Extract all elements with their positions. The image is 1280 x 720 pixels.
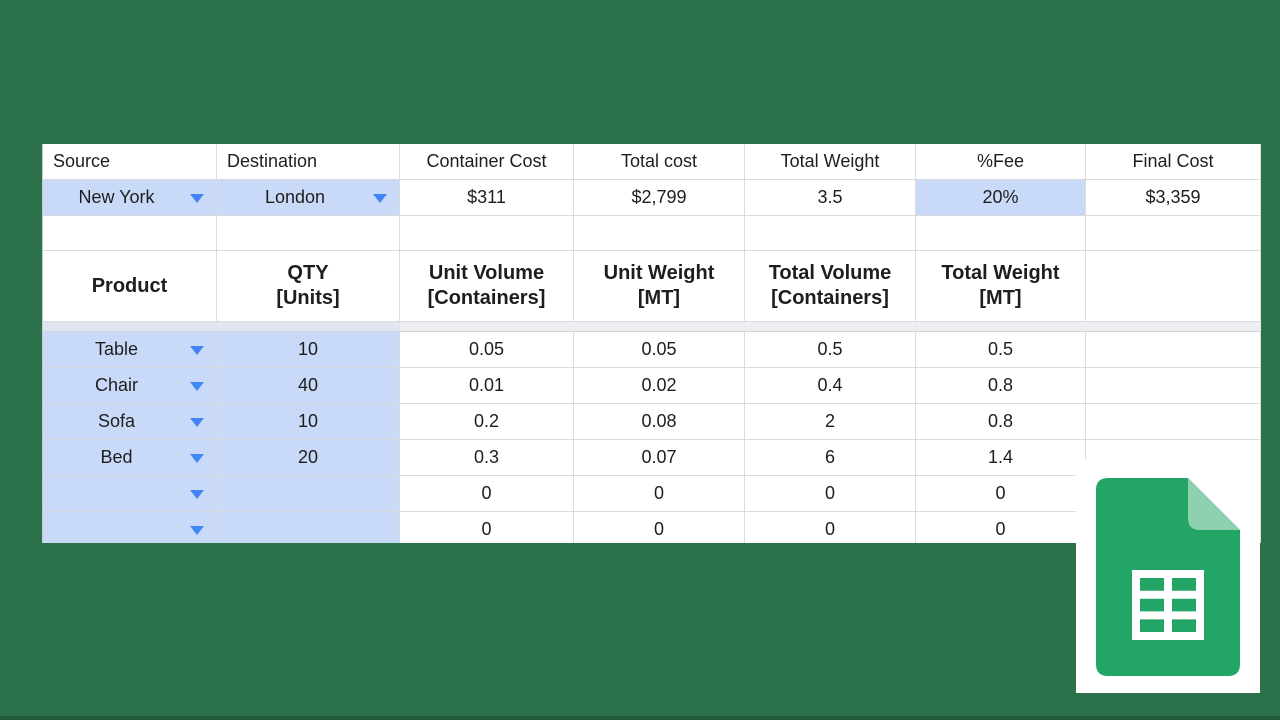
total-volume-cell[interactable]: 6 xyxy=(745,440,916,476)
dropdown-arrow-icon[interactable] xyxy=(190,525,204,535)
unit-weight-cell[interactable]: 0.07 xyxy=(574,440,745,476)
empty-cell[interactable] xyxy=(1086,216,1261,251)
product-row-empty: 0 0 0 0 xyxy=(43,512,1261,543)
unit-volume-cell[interactable]: 0 xyxy=(400,476,574,512)
product-row: Sofa 10 0.2 0.08 2 0.8 xyxy=(43,404,1261,440)
destination-dropdown-cell[interactable]: London xyxy=(217,180,400,216)
product-dropdown-cell[interactable]: Table xyxy=(43,332,217,368)
total-volume-cell[interactable]: 0 xyxy=(745,512,916,543)
unit-weight-cell[interactable]: 0.02 xyxy=(574,368,745,404)
qty-cell[interactable]: 40 xyxy=(217,368,400,404)
spreadsheet: Source Destination Container Cost Total … xyxy=(42,144,1261,543)
product-name: Table xyxy=(94,339,139,359)
empty-cell[interactable] xyxy=(400,216,574,251)
empty-cell[interactable] xyxy=(1086,368,1261,404)
unit-volume-cell[interactable]: 0 xyxy=(400,512,574,543)
header-cell-source[interactable]: Source xyxy=(43,144,217,180)
empty-cell[interactable] xyxy=(1086,404,1261,440)
header-cell-fee[interactable]: %Fee xyxy=(916,144,1086,180)
total-weight-cell[interactable]: 1.4 xyxy=(916,440,1086,476)
total-weight-cell[interactable]: 3.5 xyxy=(745,180,916,216)
total-weight-cell[interactable]: 0.5 xyxy=(916,332,1086,368)
google-sheets-icon xyxy=(1096,477,1240,676)
qty-cell[interactable]: 10 xyxy=(217,332,400,368)
product-row: Chair 40 0.01 0.02 0.4 0.8 xyxy=(43,368,1261,404)
total-weight-cell[interactable]: 0 xyxy=(916,512,1086,543)
header-cell-total-cost[interactable]: Total cost xyxy=(574,144,745,180)
unit-volume-cell[interactable]: 0.01 xyxy=(400,368,574,404)
header-cell-qty[interactable]: QTY [Units] xyxy=(217,251,400,322)
empty-cell[interactable] xyxy=(1086,332,1261,368)
product-name: Chair xyxy=(94,375,138,395)
unit-volume-cell[interactable]: 0.05 xyxy=(400,332,574,368)
qty-cell[interactable] xyxy=(217,512,400,543)
product-dropdown-cell[interactable]: Sofa xyxy=(43,404,217,440)
destination-value: London xyxy=(264,187,326,207)
sheets-grid-glyph xyxy=(1132,569,1204,640)
total-volume-cell[interactable]: 0 xyxy=(745,476,916,512)
container-cost-cell[interactable]: $311 xyxy=(400,180,574,216)
empty-cell[interactable] xyxy=(217,216,400,251)
header-cell-total-volume[interactable]: Total Volume [Containers] xyxy=(745,251,916,322)
unit-volume-cell[interactable]: 0.3 xyxy=(400,440,574,476)
shipping-value-row: New York London $311 $2,799 3.5 20% $3,3… xyxy=(43,180,1261,216)
product-row: Bed 20 0.3 0.07 6 1.4 xyxy=(43,440,1261,476)
shipping-header-row: Source Destination Container Cost Total … xyxy=(43,144,1261,180)
dropdown-arrow-icon[interactable] xyxy=(190,489,204,499)
total-volume-cell[interactable]: 0.5 xyxy=(745,332,916,368)
total-volume-cell[interactable]: 2 xyxy=(745,404,916,440)
fee-cell[interactable]: 20% xyxy=(916,180,1086,216)
dropdown-arrow-icon[interactable] xyxy=(190,417,204,427)
google-sheets-logo-card xyxy=(1076,460,1260,693)
unit-weight-cell[interactable]: 0.08 xyxy=(574,404,745,440)
source-value: New York xyxy=(78,187,155,207)
product-dropdown-cell[interactable]: Bed xyxy=(43,440,217,476)
header-cell-final-cost[interactable]: Final Cost xyxy=(1086,144,1261,180)
header-cell-product-total-weight[interactable]: Total Weight [MT] xyxy=(916,251,1086,322)
header-cell-product[interactable]: Product xyxy=(43,251,217,322)
dropdown-arrow-icon[interactable] xyxy=(190,453,204,463)
unit-weight-cell[interactable]: 0 xyxy=(574,512,745,543)
frozen-row-divider xyxy=(43,322,1261,332)
qty-cell[interactable]: 10 xyxy=(217,404,400,440)
total-weight-cell[interactable]: 0 xyxy=(916,476,1086,512)
empty-cell[interactable] xyxy=(1086,512,1261,543)
source-dropdown-cell[interactable]: New York xyxy=(43,180,217,216)
product-header-row: Product QTY [Units] Unit Volume [Contain… xyxy=(43,251,1261,322)
product-dropdown-cell[interactable] xyxy=(43,476,217,512)
unit-weight-cell[interactable]: 0.05 xyxy=(574,332,745,368)
empty-cell[interactable] xyxy=(1086,251,1261,322)
empty-row xyxy=(43,216,1261,251)
unit-weight-cell[interactable]: 0 xyxy=(574,476,745,512)
product-name: Sofa xyxy=(97,411,136,431)
header-cell-unit-volume[interactable]: Unit Volume [Containers] xyxy=(400,251,574,322)
dropdown-arrow-icon[interactable] xyxy=(190,345,204,355)
header-cell-total-weight[interactable]: Total Weight xyxy=(745,144,916,180)
dropdown-arrow-icon[interactable] xyxy=(190,193,204,203)
header-cell-destination[interactable]: Destination xyxy=(217,144,400,180)
total-cost-cell[interactable]: $2,799 xyxy=(574,180,745,216)
unit-volume-cell[interactable]: 0.2 xyxy=(400,404,574,440)
empty-cell[interactable] xyxy=(745,216,916,251)
empty-cell[interactable] xyxy=(43,216,217,251)
dropdown-arrow-icon[interactable] xyxy=(373,193,387,203)
product-name: Bed xyxy=(100,447,133,467)
bottom-edge-strip xyxy=(0,716,1280,720)
empty-cell[interactable] xyxy=(574,216,745,251)
total-volume-cell[interactable]: 0.4 xyxy=(745,368,916,404)
header-cell-container-cost[interactable]: Container Cost xyxy=(400,144,574,180)
total-weight-cell[interactable]: 0.8 xyxy=(916,404,1086,440)
dropdown-arrow-icon[interactable] xyxy=(190,381,204,391)
product-dropdown-cell[interactable]: Chair xyxy=(43,368,217,404)
total-weight-cell[interactable]: 0.8 xyxy=(916,368,1086,404)
product-row: Table 10 0.05 0.05 0.5 0.5 xyxy=(43,332,1261,368)
empty-cell[interactable] xyxy=(916,216,1086,251)
header-cell-unit-weight[interactable]: Unit Weight [MT] xyxy=(574,251,745,322)
product-dropdown-cell[interactable] xyxy=(43,512,217,543)
qty-cell[interactable]: 20 xyxy=(217,440,400,476)
final-cost-cell[interactable]: $3,359 xyxy=(1086,180,1261,216)
qty-cell[interactable] xyxy=(217,476,400,512)
